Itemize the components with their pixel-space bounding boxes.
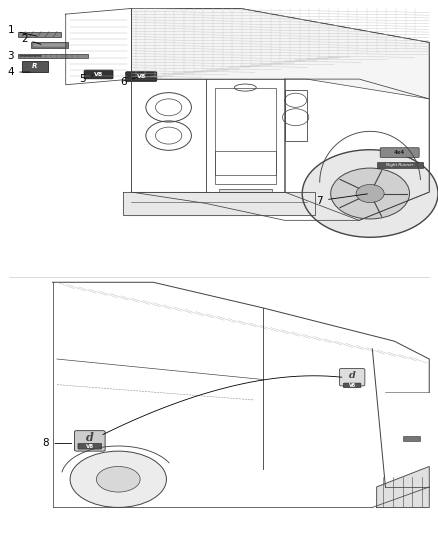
Text: V8: V8 <box>94 72 103 77</box>
Polygon shape <box>123 192 315 215</box>
Text: Night Runner: Night Runner <box>386 163 413 167</box>
Text: 5: 5 <box>79 74 94 84</box>
Bar <box>377 162 423 168</box>
Circle shape <box>356 184 384 203</box>
Text: 3: 3 <box>7 51 41 61</box>
FancyBboxPatch shape <box>380 148 419 157</box>
Text: 7: 7 <box>316 194 367 206</box>
FancyBboxPatch shape <box>78 443 102 449</box>
FancyBboxPatch shape <box>126 72 157 82</box>
Text: d: d <box>86 432 94 443</box>
Bar <box>18 54 88 58</box>
Text: d: d <box>349 371 356 380</box>
Text: 4: 4 <box>7 67 30 77</box>
Bar <box>18 31 61 37</box>
FancyBboxPatch shape <box>84 70 113 79</box>
Bar <box>215 87 276 183</box>
Bar <box>219 189 272 204</box>
Bar <box>31 43 68 48</box>
Bar <box>215 151 276 175</box>
Polygon shape <box>131 9 429 99</box>
Circle shape <box>96 466 140 492</box>
Text: V8: V8 <box>86 444 94 449</box>
Bar <box>33 43 66 47</box>
Text: V8: V8 <box>137 74 146 79</box>
Text: 1: 1 <box>7 25 37 36</box>
Circle shape <box>331 168 410 219</box>
Text: R: R <box>32 63 38 69</box>
Text: V8: V8 <box>349 383 356 388</box>
Bar <box>285 91 307 141</box>
FancyBboxPatch shape <box>74 431 105 451</box>
Bar <box>403 436 420 441</box>
FancyBboxPatch shape <box>343 383 361 387</box>
Bar <box>22 61 48 72</box>
Text: 8: 8 <box>42 439 72 448</box>
Text: 6: 6 <box>120 77 137 87</box>
Text: 4x4: 4x4 <box>394 150 405 155</box>
Text: 2: 2 <box>21 34 41 44</box>
Circle shape <box>70 451 166 507</box>
Polygon shape <box>377 466 429 507</box>
FancyBboxPatch shape <box>339 368 365 386</box>
Circle shape <box>302 150 438 237</box>
